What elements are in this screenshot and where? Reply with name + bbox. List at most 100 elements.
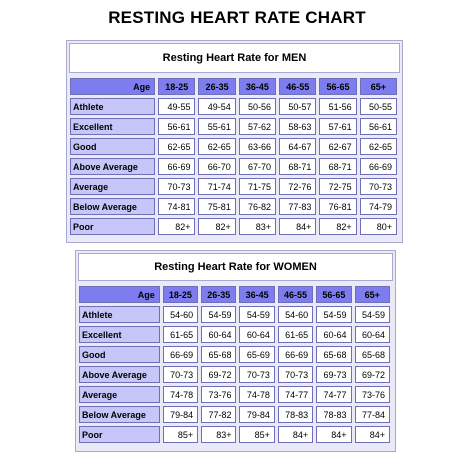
heart-rate-value-cell: 66-69 (162, 346, 199, 363)
fitness-level-label: Excellent (70, 118, 156, 135)
heart-rate-value-cell: 82+ (198, 218, 236, 235)
age-group-header: 46-55 (277, 286, 314, 303)
heart-rate-value-cell: 50-56 (238, 98, 277, 115)
fitness-level-label: Below Average (79, 406, 160, 423)
heart-rate-value-cell: 85+ (239, 426, 275, 443)
heart-rate-value-cell: 54-59 (354, 306, 390, 323)
heart-rate-value-cell: 83+ (201, 426, 237, 443)
table-row: Good 66-69 65-68 65-69 66-69 65-68 65-68 (79, 346, 390, 363)
heart-rate-value-cell: 50-57 (279, 98, 317, 115)
heart-rate-value-cell: 60-64 (239, 326, 275, 343)
age-group-header: 65+ (354, 286, 390, 303)
heart-rate-value-cell: 57-61 (319, 118, 357, 135)
table-row: Good 62-65 62-65 63-66 64-67 62-67 62-65 (70, 138, 397, 155)
age-group-header: 18-25 (158, 78, 196, 95)
age-group-header: 56-65 (316, 286, 352, 303)
table-row: Below Average 74-81 75-81 76-82 77-83 76-81 74… (70, 198, 397, 215)
heart-rate-value-cell: 70-73 (158, 178, 196, 195)
table-row: Above Average 70-73 69-72 70-73 70-73 69-73 69… (79, 366, 390, 383)
heart-rate-value-cell: 54-60 (162, 306, 199, 323)
heart-rate-value-cell: 71-74 (198, 178, 236, 195)
fitness-level-label: Average (79, 386, 160, 403)
age-header-cell: Age (79, 286, 160, 303)
heart-rate-value-cell: 72-75 (319, 178, 357, 195)
heart-rate-value-cell: 76-82 (238, 198, 277, 215)
heart-rate-value-cell: 83+ (238, 218, 277, 235)
page-title: RESTING HEART RATE CHART (108, 8, 366, 27)
heart-rate-value-cell: 78-83 (316, 406, 352, 423)
age-group-header: 65+ (359, 78, 397, 95)
heart-rate-value-cell: 49-54 (198, 98, 236, 115)
table-row: Poor 85+ 83+ 85+ 84+ 84+ 84+ (79, 426, 390, 443)
fitness-level-label: Poor (79, 426, 160, 443)
men-heart-rate-table: Age 18-25 26-35 36-45 46-55 56-65 65+ Athlete 49… (67, 75, 400, 238)
heart-rate-value-cell: 54-60 (277, 306, 314, 323)
heart-rate-value-cell: 62-65 (158, 138, 196, 155)
heart-rate-value-cell: 74-79 (359, 198, 397, 215)
heart-rate-value-cell: 72-76 (279, 178, 317, 195)
table-row: Above Average 66-69 66-70 67-70 68-71 68-71 66… (70, 158, 397, 175)
heart-rate-value-cell: 69-73 (316, 366, 352, 383)
heart-rate-value-cell: 69-72 (201, 366, 237, 383)
heart-rate-value-cell: 85+ (162, 426, 199, 443)
heart-rate-value-cell: 56-61 (158, 118, 196, 135)
heart-rate-value-cell: 84+ (354, 426, 390, 443)
fitness-level-label: Athlete (70, 98, 156, 115)
heart-rate-value-cell: 62-65 (198, 138, 236, 155)
heart-rate-value-cell: 56-61 (359, 118, 397, 135)
header-row: Age 18-25 26-35 36-45 46-55 56-65 65+ (70, 78, 397, 95)
heart-rate-value-cell: 66-69 (158, 158, 196, 175)
heart-rate-value-cell: 61-65 (162, 326, 199, 343)
table-row: Excellent 56-61 55-61 57-62 58-63 57-61 56-61 (70, 118, 397, 135)
heart-rate-value-cell: 54-59 (316, 306, 352, 323)
fitness-level-label: Excellent (79, 326, 160, 343)
heart-rate-value-cell: 55-61 (198, 118, 236, 135)
heart-rate-value-cell: 79-84 (239, 406, 275, 423)
fitness-level-label: Above Average (79, 366, 160, 383)
heart-rate-value-cell: 69-72 (354, 366, 390, 383)
heart-rate-value-cell: 63-66 (238, 138, 277, 155)
women-table-title: Resting Heart Rate for WOMEN (78, 253, 393, 281)
heart-rate-value-cell: 64-67 (279, 138, 317, 155)
heart-rate-value-cell: 68-71 (319, 158, 357, 175)
heart-rate-value-cell: 65-69 (239, 346, 275, 363)
table-row: Below Average 79-84 77-82 79-84 78-83 78-83 77… (79, 406, 390, 423)
heart-rate-value-cell: 70-73 (162, 366, 199, 383)
age-group-header: 18-25 (162, 286, 199, 303)
heart-rate-value-cell: 65-68 (316, 346, 352, 363)
heart-rate-value-cell: 77-83 (279, 198, 317, 215)
heart-rate-value-cell: 58-63 (279, 118, 317, 135)
age-group-header: 36-45 (239, 286, 275, 303)
heart-rate-value-cell: 80+ (359, 218, 397, 235)
heart-rate-value-cell: 73-76 (354, 386, 390, 403)
heart-rate-value-cell: 73-76 (201, 386, 237, 403)
heart-rate-value-cell: 68-71 (279, 158, 317, 175)
heart-rate-value-cell: 84+ (316, 426, 352, 443)
heart-rate-value-cell: 54-59 (239, 306, 275, 323)
heart-rate-value-cell: 61-65 (277, 326, 314, 343)
heart-rate-value-cell: 74-77 (277, 386, 314, 403)
heart-rate-value-cell: 77-82 (201, 406, 237, 423)
fitness-level-label: Poor (70, 218, 156, 235)
heart-rate-value-cell: 50-55 (359, 98, 397, 115)
heart-rate-value-cell: 78-83 (277, 406, 314, 423)
fitness-level-label: Good (70, 138, 156, 155)
heart-rate-value-cell: 51-56 (319, 98, 357, 115)
heart-rate-value-cell: 57-62 (238, 118, 277, 135)
heart-rate-value-cell: 74-78 (239, 386, 275, 403)
women-heart-rate-table: Age 18-25 26-35 36-45 46-55 56-65 65+ Athlete 54… (76, 283, 393, 446)
table-row: Excellent 61-65 60-64 60-64 61-65 60-64 60-64 (79, 326, 390, 343)
women-heart-rate-panel: Resting Heart Rate for WOMEN Age 18-25 26-… (75, 250, 396, 452)
men-heart-rate-panel: Resting Heart Rate for MEN Age 18-25 26-35… (66, 40, 403, 243)
heart-rate-value-cell: 79-84 (162, 406, 199, 423)
heart-rate-value-cell: 65-68 (201, 346, 237, 363)
table-row: Athlete 49-55 49-54 50-56 50-57 51-56 50-55 (70, 98, 397, 115)
heart-rate-value-cell: 82+ (158, 218, 196, 235)
heart-rate-value-cell: 60-64 (316, 326, 352, 343)
table-row: Average 74-78 73-76 74-78 74-77 74-77 73-76 (79, 386, 390, 403)
heart-rate-value-cell: 84+ (279, 218, 317, 235)
heart-rate-value-cell: 70-73 (239, 366, 275, 383)
heart-rate-value-cell: 62-65 (359, 138, 397, 155)
heart-rate-value-cell: 84+ (277, 426, 314, 443)
heart-rate-value-cell: 71-75 (238, 178, 277, 195)
